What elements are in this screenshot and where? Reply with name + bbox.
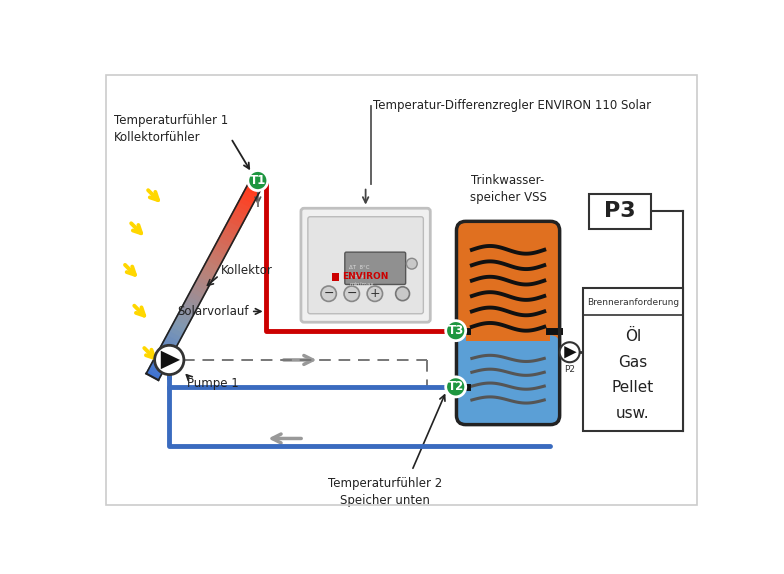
Polygon shape	[165, 334, 180, 345]
Text: T2: T2	[448, 381, 464, 393]
Polygon shape	[243, 189, 258, 200]
Polygon shape	[157, 350, 171, 360]
Polygon shape	[218, 236, 232, 247]
Polygon shape	[220, 232, 234, 243]
Polygon shape	[224, 224, 238, 235]
Polygon shape	[194, 280, 209, 290]
Polygon shape	[161, 342, 176, 352]
Text: T1: T1	[249, 174, 266, 187]
Text: Tmax: Tmax	[350, 273, 365, 278]
Polygon shape	[193, 284, 207, 294]
Polygon shape	[159, 346, 173, 356]
Polygon shape	[163, 338, 177, 349]
Polygon shape	[169, 327, 183, 337]
Text: Solarvorlauf: Solarvorlauf	[177, 305, 249, 318]
Polygon shape	[564, 346, 576, 358]
Polygon shape	[203, 263, 217, 274]
Polygon shape	[154, 354, 169, 364]
Polygon shape	[228, 216, 243, 227]
Text: Brenneranforderung: Brenneranforderung	[586, 298, 679, 307]
Polygon shape	[201, 267, 216, 278]
Polygon shape	[239, 197, 253, 207]
Polygon shape	[235, 205, 249, 215]
Polygon shape	[199, 272, 213, 282]
FancyBboxPatch shape	[308, 217, 423, 314]
Polygon shape	[153, 358, 167, 369]
Polygon shape	[249, 177, 264, 188]
Polygon shape	[188, 291, 203, 301]
FancyBboxPatch shape	[345, 252, 405, 285]
FancyBboxPatch shape	[301, 208, 430, 322]
Polygon shape	[248, 181, 262, 192]
Polygon shape	[173, 319, 188, 329]
Text: T3: T3	[448, 324, 464, 337]
Polygon shape	[230, 212, 245, 223]
Polygon shape	[187, 295, 201, 305]
Polygon shape	[191, 287, 205, 298]
Text: Temperatur-Differenzregler ENVIRON 110 Solar: Temperatur-Differenzregler ENVIRON 110 S…	[373, 99, 652, 113]
Text: −: −	[323, 287, 334, 300]
Text: ΔT  8°C: ΔT 8°C	[350, 265, 370, 270]
Circle shape	[154, 346, 184, 375]
Polygon shape	[184, 299, 198, 309]
Text: P2: P2	[564, 364, 575, 374]
Text: Temperaturfühler 2
Speicher unten: Temperaturfühler 2 Speicher unten	[328, 477, 442, 507]
Polygon shape	[182, 303, 197, 313]
Bar	[583, 288, 683, 430]
Text: −: −	[347, 287, 357, 300]
Circle shape	[560, 342, 579, 362]
Polygon shape	[222, 228, 237, 239]
Polygon shape	[161, 351, 180, 369]
Polygon shape	[241, 193, 256, 203]
Circle shape	[406, 258, 417, 269]
Polygon shape	[208, 256, 222, 266]
Polygon shape	[167, 331, 182, 341]
Text: ENVIRON: ENVIRON	[342, 272, 388, 281]
Polygon shape	[212, 248, 226, 258]
Polygon shape	[197, 276, 211, 286]
Polygon shape	[148, 366, 162, 376]
Circle shape	[445, 321, 466, 341]
Text: P3: P3	[604, 201, 636, 222]
Text: Öl
Gas
Pellet
usw.: Öl Gas Pellet usw.	[612, 329, 654, 421]
Polygon shape	[233, 209, 247, 219]
Text: Pumpe 1: Pumpe 1	[187, 377, 238, 390]
Circle shape	[321, 286, 336, 301]
Circle shape	[367, 286, 383, 301]
Polygon shape	[237, 201, 251, 211]
Bar	[466, 329, 550, 344]
Polygon shape	[146, 370, 161, 380]
FancyBboxPatch shape	[456, 222, 560, 354]
Text: +: +	[369, 287, 380, 300]
Text: Trinkwasser-
speicher VSS: Trinkwasser- speicher VSS	[470, 173, 546, 204]
Polygon shape	[209, 252, 223, 262]
Polygon shape	[151, 362, 165, 373]
Bar	[332, 273, 339, 281]
Bar	[589, 193, 651, 229]
Polygon shape	[178, 311, 192, 321]
Polygon shape	[176, 315, 190, 325]
Polygon shape	[245, 185, 260, 196]
Polygon shape	[216, 240, 230, 251]
Polygon shape	[214, 244, 228, 254]
Polygon shape	[227, 220, 241, 231]
Circle shape	[396, 287, 409, 301]
Text: Kollektor: Kollektor	[221, 264, 273, 277]
Polygon shape	[180, 307, 194, 317]
Text: Temperaturfühler 1
Kollektorfühler: Temperaturfühler 1 Kollektorfühler	[114, 114, 228, 144]
Circle shape	[445, 377, 466, 397]
Circle shape	[344, 286, 359, 301]
Polygon shape	[172, 323, 186, 333]
Circle shape	[248, 170, 268, 191]
Bar	[466, 341, 550, 352]
Text: min/max: min/max	[350, 282, 374, 287]
Polygon shape	[205, 259, 220, 270]
FancyBboxPatch shape	[456, 335, 560, 425]
